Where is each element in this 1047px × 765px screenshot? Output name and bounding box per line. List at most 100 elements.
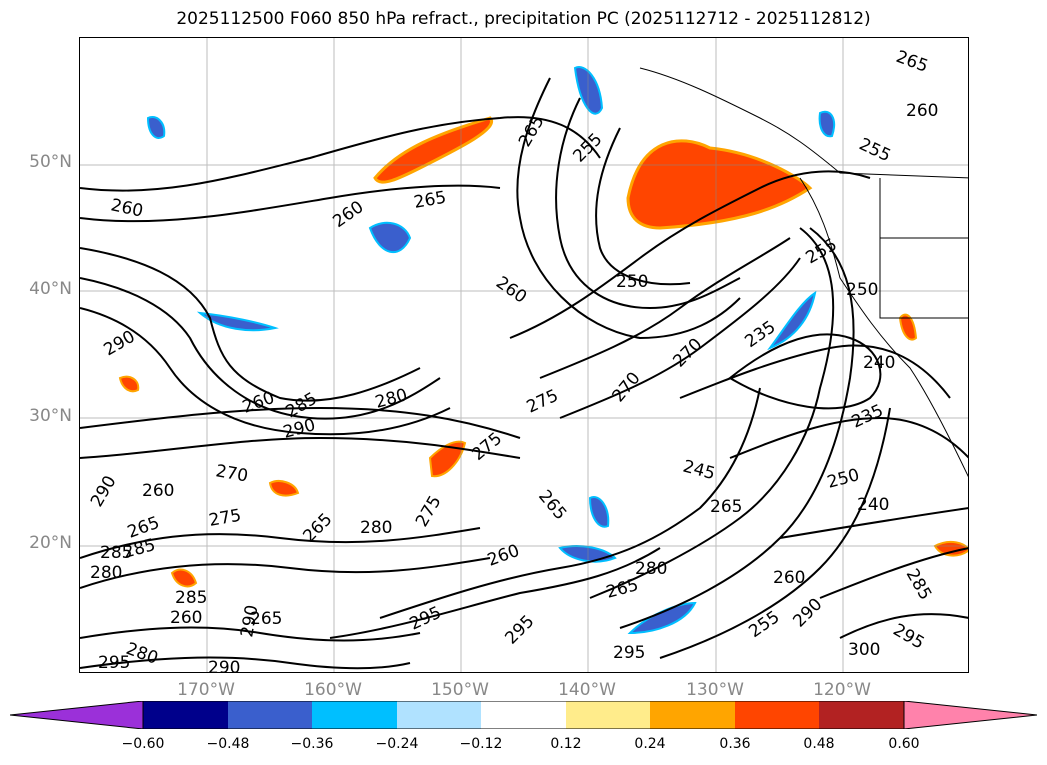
colorbar-segment [481,701,566,729]
contour-label: 290 [789,594,826,631]
colorbar-tick: 0.12 [550,736,582,752]
contour-label: 265 [710,497,742,517]
contour-label: 260 [142,481,174,501]
colorbar-extend-right [903,701,1037,729]
colorbar-tick: −0.60 [121,736,165,752]
contour-label: 255 [745,607,783,642]
contour-label: 250 [846,280,878,300]
contour-label: 295 [98,653,130,673]
coastlines [639,67,968,478]
contour-label: 285 [100,543,132,563]
contour-label: 260 [329,197,367,232]
precip-positive-area [268,480,300,497]
contour-label: 275 [468,429,506,465]
precip-negative-area [627,601,697,635]
contour-label: 285 [175,588,207,608]
contour-label: 275 [524,386,562,418]
contour-label: 280 [360,518,392,538]
contour-label: 290 [208,658,240,673]
contour-label: 255 [569,129,606,166]
contour-label: 265 [604,575,641,603]
contour-label: 290 [87,472,121,510]
contour-label: 260 [240,388,277,418]
precip-positive-area [898,313,918,341]
lon-label-140w: 140°W [558,680,616,700]
colorbar [10,701,1037,729]
contour-label: 280 [373,385,410,413]
colorbar-tick: 0.48 [803,736,835,752]
lat-label-30n: 30°N [29,406,72,426]
precip-positive-area [626,139,813,230]
contour-label: 285 [902,566,936,604]
lat-label-20n: 20°N [29,533,72,553]
contour-label: 260 [906,101,938,121]
precip-negative-area [818,110,836,138]
colorbar-tick: 0.24 [634,736,666,752]
contour-label: 240 [857,495,889,515]
map-panel: 265 260 255 265 260 265 260 250 260 255 … [79,37,969,673]
map-title: 2025112500 F060 850 hPa refract., precip… [176,9,871,29]
colorbar-segment [650,701,735,729]
contour-label: 255 [856,134,894,166]
contour-label: 260 [485,541,522,571]
map-canvas: 265 260 255 265 260 265 260 250 260 255 … [80,38,968,673]
colorbar-tick: 0.36 [719,736,751,752]
precip-positive-area [373,116,494,184]
precip-negative-area [196,311,279,332]
contour-label: 295 [613,643,645,663]
colorbar-extend-left [10,701,144,729]
precip-negative-area [588,496,610,528]
lon-label-120w: 120°W [813,680,871,700]
colorbar-tick: −0.12 [459,736,503,752]
contour-label: 250 [616,272,648,292]
contour-label: 250 [825,465,862,493]
contour-label: 265 [412,188,447,213]
precip-positive-area [428,440,467,478]
contour-label: 260 [109,195,145,221]
contour-label: 265 [250,609,282,629]
contour-label: 300 [848,640,880,660]
colorbar-segment [397,701,481,729]
contour-label: 265 [893,47,930,77]
precip-negative-area [368,221,412,254]
refractivity-contours [80,77,968,670]
lon-label-130w: 130°W [686,680,744,700]
contour-label: 240 [863,353,895,373]
contour-label: 275 [412,492,446,530]
colorbar-tick: 0.60 [888,736,920,752]
precip-positive-area [118,375,140,393]
contour-label: 260 [773,568,805,588]
contour-label: 260 [492,273,530,308]
lat-label-40n: 40°N [29,279,72,299]
colorbar-segment [312,701,397,729]
colorbar-segment [735,701,819,729]
colorbar-tick: −0.36 [290,736,334,752]
contour-label: 280 [90,563,122,583]
colorbar-segment [566,701,650,729]
lon-label-170w: 170°W [177,680,235,700]
contour-label: 295 [501,611,538,648]
colorbar-segment [228,701,312,729]
precip-negative-area [767,290,817,351]
contour-label: 270 [669,334,706,371]
lat-label-50n: 50°N [29,152,72,172]
colorbar-segment [819,701,904,729]
precip-positive-area [170,568,198,588]
contour-label: 270 [214,461,249,486]
contour-label: 245 [681,457,718,485]
contour-label: 265 [534,486,570,524]
contour-label: 255 [803,235,841,269]
colorbar-tick: −0.24 [375,736,419,752]
contour-label: 275 [207,506,242,531]
colorbar-segment [143,701,228,729]
contour-label-layer: 265 260 255 265 260 265 260 250 260 255 … [87,47,938,673]
precipitation-shading [118,66,968,635]
lon-label-150w: 150°W [431,680,489,700]
contour-label: 265 [515,112,549,150]
contour-label: 280 [635,559,667,579]
contour-label: 260 [170,608,202,628]
precip-negative-area [146,116,166,139]
contour-label: 295 [890,620,928,654]
contour-label: 270 [609,368,645,406]
colorbar-tick: −0.48 [206,736,250,752]
